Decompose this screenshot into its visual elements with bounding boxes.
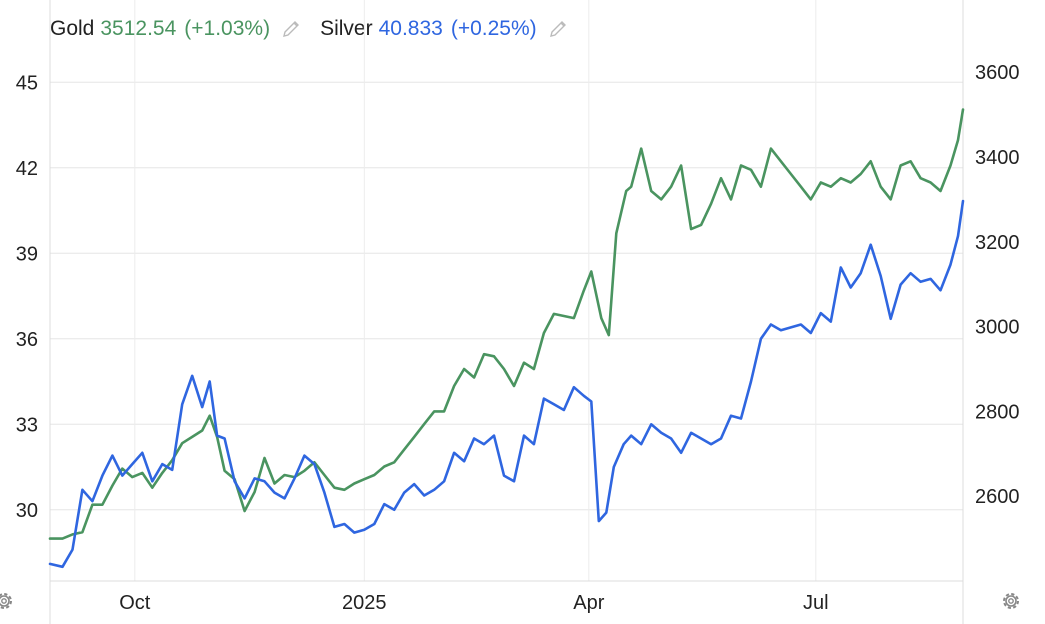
legend-silver-name: Silver: [320, 17, 373, 40]
legend-silver-price: 40.833: [378, 17, 443, 40]
y-right-tick-label: 3600: [975, 62, 1020, 84]
series-line-gold: [48, 108, 965, 540]
x-tick-label: Jul: [803, 592, 829, 614]
y-left-tick-label: 33: [16, 414, 38, 436]
pencil-icon[interactable]: [280, 18, 302, 40]
axes: 30 33 36 39 42 45 2600 2800 3000 3200 3400 3600 Oct 2…: [16, 0, 1020, 624]
y-left-tick-label: 42: [16, 158, 38, 180]
series-lines: [48, 108, 965, 569]
legend-gold-price: 3512.54: [100, 17, 177, 40]
series-line-silver: [48, 199, 965, 569]
legend-item-gold[interactable]: Gold 3512.54 (+1.03%): [50, 17, 302, 41]
x-tick-label: 2025: [342, 592, 387, 614]
y-left-tick-label: 30: [16, 500, 38, 522]
pencil-icon[interactable]: [547, 18, 569, 40]
legend-gold-name: Gold: [50, 17, 95, 40]
y-right-tick-label: 2600: [975, 486, 1020, 508]
y-right-tick-label: 3000: [975, 317, 1020, 339]
gear-icon[interactable]: [999, 589, 1023, 613]
grid: [50, 0, 963, 581]
legend: Gold 3512.54 (+1.03%) Silver 40.833 (+0.…: [50, 14, 587, 44]
x-tick-label: Oct: [119, 592, 151, 614]
legend-item-silver[interactable]: Silver 40.833 (+0.25%): [320, 17, 569, 41]
x-tick-label: Apr: [573, 592, 604, 614]
y-right-tick-label: 3400: [975, 147, 1020, 169]
y-left-tick-label: 39: [16, 243, 38, 265]
legend-gold-change: (+1.03%): [184, 17, 271, 40]
y-right-tick-label: 2800: [975, 401, 1020, 423]
y-right-tick-label: 3200: [975, 232, 1020, 254]
y-left-tick-label: 45: [16, 72, 38, 94]
gear-icon[interactable]: [0, 589, 16, 613]
legend-silver-change: (+0.25%): [450, 17, 537, 40]
y-left-tick-label: 36: [16, 329, 38, 351]
